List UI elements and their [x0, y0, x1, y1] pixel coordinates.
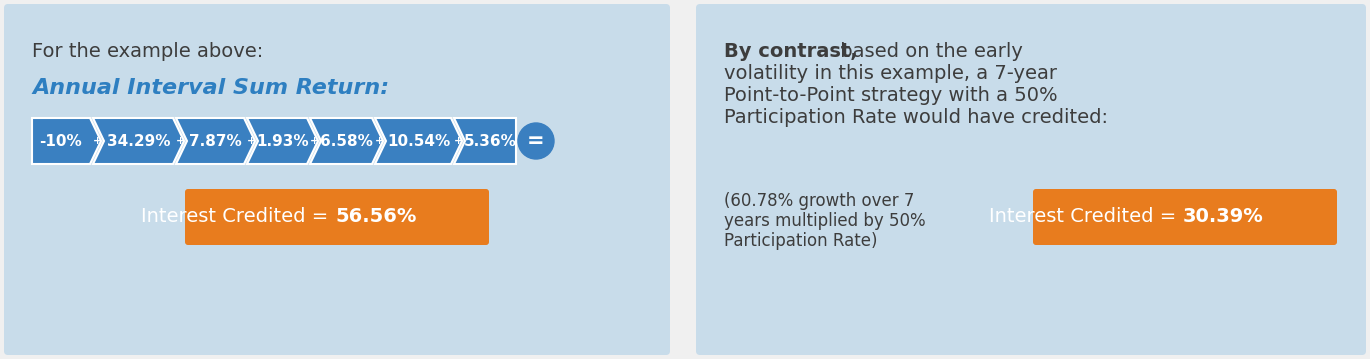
Text: (60.78% growth over 7: (60.78% growth over 7 — [723, 192, 914, 210]
Text: +: + — [455, 136, 463, 146]
FancyBboxPatch shape — [1033, 189, 1337, 245]
Text: 56.56%: 56.56% — [336, 208, 416, 227]
FancyBboxPatch shape — [185, 189, 489, 245]
Text: Participation Rate would have credited:: Participation Rate would have credited: — [723, 108, 1108, 127]
FancyBboxPatch shape — [696, 4, 1366, 355]
Text: Participation Rate): Participation Rate) — [723, 232, 878, 250]
Circle shape — [518, 123, 553, 159]
Polygon shape — [175, 118, 255, 164]
Text: 10.54%: 10.54% — [386, 134, 451, 149]
Polygon shape — [375, 118, 462, 164]
Text: +: + — [311, 136, 319, 146]
Text: +: + — [93, 136, 103, 146]
Text: =: = — [527, 131, 545, 151]
Polygon shape — [93, 118, 184, 164]
Text: Point-to-Point strategy with a 50%: Point-to-Point strategy with a 50% — [723, 86, 1058, 105]
Text: 7.87%: 7.87% — [189, 134, 242, 149]
Text: 6.58%: 6.58% — [321, 134, 373, 149]
Polygon shape — [453, 118, 516, 164]
Text: Annual Interval Sum Return:: Annual Interval Sum Return: — [32, 78, 389, 98]
Text: 34.29%: 34.29% — [107, 134, 170, 149]
Polygon shape — [310, 118, 384, 164]
Text: volatility in this example, a 7-year: volatility in this example, a 7-year — [723, 64, 1058, 83]
Text: +: + — [177, 136, 185, 146]
Text: For the example above:: For the example above: — [32, 42, 263, 61]
Text: -10%: -10% — [40, 134, 82, 149]
Text: based on the early: based on the early — [834, 42, 1023, 61]
Text: 5.36%: 5.36% — [464, 134, 516, 149]
Text: +: + — [248, 136, 256, 146]
Text: years multiplied by 50%: years multiplied by 50% — [723, 212, 926, 230]
Text: By contrast,: By contrast, — [723, 42, 858, 61]
Text: +: + — [375, 136, 385, 146]
Text: 30.39%: 30.39% — [1184, 208, 1263, 227]
Text: 1.93%: 1.93% — [256, 134, 308, 149]
Text: Interest Credited =: Interest Credited = — [141, 208, 336, 227]
Polygon shape — [32, 118, 101, 164]
FancyBboxPatch shape — [4, 4, 670, 355]
Text: Interest Credited =: Interest Credited = — [989, 208, 1184, 227]
Polygon shape — [247, 118, 318, 164]
